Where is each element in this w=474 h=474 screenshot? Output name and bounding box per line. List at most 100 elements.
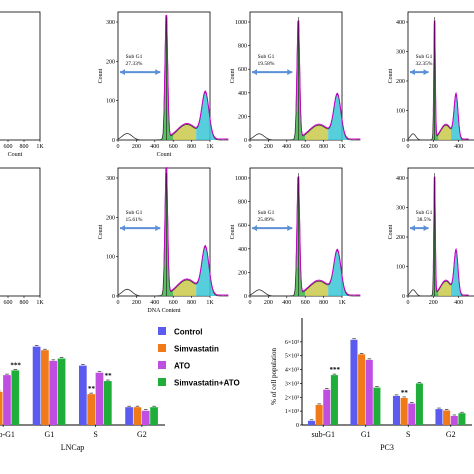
bar-simvastatin [400,397,408,425]
subg1-title: Sub G1 [416,54,433,60]
x-tick-label: 600 [301,300,310,306]
panel-frame [0,11,41,141]
x-tick-label: 1K [206,144,214,150]
subg1-percent: 38.5% [417,217,432,223]
x-tick-label: 400 [282,300,291,306]
bar-combo [458,413,466,425]
x-tick-label: 0 [117,300,120,306]
x-axis-title: PC3 [380,443,394,452]
subg1-arrow-left [120,69,125,76]
y-tick-label: 100 [106,99,115,105]
x-tick-label: 800 [20,144,29,150]
y-axis-title: % of cell population [270,348,278,405]
y-tick-label: 200 [238,114,247,120]
subg1-arrow-right [423,69,429,76]
y-tick-label: 200 [396,235,405,241]
y-tick-label: 1×10³ [285,409,299,415]
y-tick-label: 100 [106,255,115,261]
x-tick-label: 1K [338,300,346,306]
x-tick-label: 200 [132,300,141,306]
s-phase-fill [305,281,329,296]
bar-control [125,407,133,425]
subg1-arrow-right [423,225,429,232]
subg1-percent: 19.58% [258,61,275,67]
category-label: sub-G1 [0,430,15,439]
category-label: G1 [361,430,371,439]
category-label: S [406,430,410,439]
x-tick-label: 0 [407,144,410,150]
subg1-arrow-left [252,225,257,232]
bar-ato [95,372,104,425]
x-axis-label: DNA Content [147,308,181,314]
y-tick-label: 400 [238,247,247,253]
category-label: G1 [44,430,54,439]
flow-cytometry-histograms: 0 200 400 600 800 1K Count 0 200 400 600 800 1K 0 100 2… [0,11,474,314]
x-tick-label: 1K [36,144,44,150]
dna-trace [117,15,229,141]
subg1-percent: 27.33% [126,61,143,67]
fit-curve [163,166,229,296]
x-tick-label: 1K [338,144,346,150]
bar-ato [141,410,150,425]
dna-trace [249,177,361,297]
bar-combo [373,387,381,425]
x-tick-label: 0 [117,144,120,150]
subg1-percent: 32.35% [416,61,433,67]
s-phase-fill [305,125,329,140]
g2-fill [196,91,217,140]
y-tick-label: 300 [106,20,115,26]
bar-control [350,339,358,425]
subg1-arrow-left [410,69,415,76]
x-tick-label: 200 [132,144,141,150]
y-tick-label: 2×10³ [285,395,299,401]
panel-frame [407,167,474,297]
legend-label-simvastatin: Simvastatin [174,345,219,354]
bar-control [435,409,443,425]
x-tick-label: 400 [150,144,159,150]
subg1-title: Sub G1 [126,54,143,60]
y-tick-label: 0 [244,294,247,300]
histogram-panel: 0 200 400 600 800 1K 0 200 400 600 800 1000 Count Sub… [230,167,361,306]
x-tick-label: 0 [249,144,252,150]
significance-label: ** [401,389,409,397]
category-label: G2 [446,430,456,439]
g2-fill [328,250,349,296]
y-tick-label: 0 [112,138,115,144]
bar-combo [150,407,158,425]
bar-simvastatin [41,350,49,425]
panel-frame [407,11,474,141]
s-phase-fill [173,279,197,296]
y-tick-label: 5×10³ [285,354,299,360]
dna-trace [117,167,229,297]
subg1-arrow-left [410,225,415,232]
y-tick-label: 400 [396,20,405,26]
x-tick-label: 800 [319,300,328,306]
category-label: sub-G1 [311,430,335,439]
bar-simvastatin [87,394,96,425]
x-tick-label: 800 [187,144,196,150]
bar-combo [330,375,338,425]
y-tick-label: 800 [238,44,247,50]
subg1-title: Sub G1 [258,54,275,60]
subg1-title: Sub G1 [416,210,433,216]
bar-control [307,420,315,425]
x-tick-label: 200 [264,144,273,150]
y-axis-label: Count [230,68,236,83]
bar-simvastatin [443,410,451,425]
subg1-percent: 15.61% [126,217,143,223]
subg1-arrow-right [287,69,293,76]
y-tick-label: 300 [396,206,405,212]
bar-ato [3,375,11,425]
category-label: G2 [137,430,147,439]
subg1-title: Sub G1 [126,210,143,216]
bar-ato [49,360,58,425]
g2-fill [196,246,217,296]
dna-trace [407,177,469,297]
subg1-title: Sub G1 [258,210,275,216]
legend-label-combo: Simvastatin+ATO [174,379,240,388]
bar-combo [103,381,112,425]
x-tick-label: 200 [429,144,438,150]
significance-label: *** [329,366,340,374]
